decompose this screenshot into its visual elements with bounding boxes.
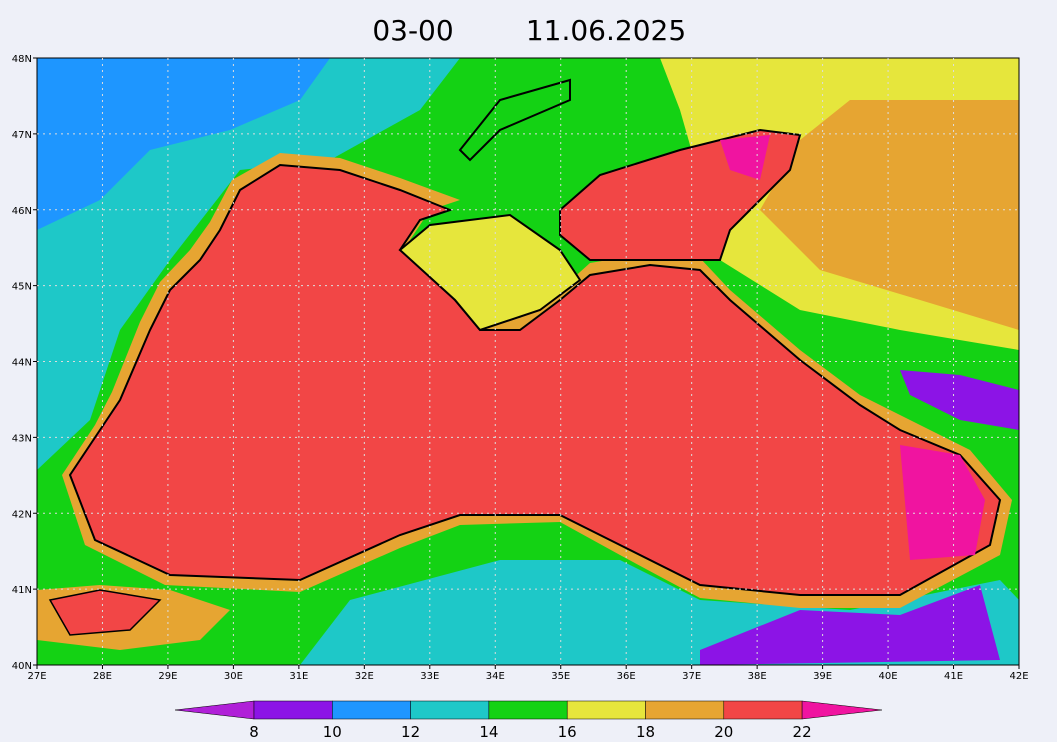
colorbar-label: 8 [249,723,259,741]
hot-patch [900,445,985,560]
colorbar-label: 22 [793,723,812,741]
colorbar-tip [801,700,883,720]
axes: 27E 28E 29E 30E 31E 32E 33E 34E 35E 36E 37E 38E 39E 4… [12,54,1029,682]
title-date: 11.06.2025 [526,14,686,47]
y-tick-label: 44N [12,358,32,369]
map-field [37,58,1019,665]
colorbar-label: 10 [323,723,342,741]
colorbar-segment [488,700,568,720]
y-tick-label: 41N [12,585,32,596]
y-tick-label: 46N [12,206,32,217]
colorbar-segment [332,700,411,720]
x-tick-label: 41E [944,671,963,682]
cool-zone [37,58,460,470]
cold-patch [900,370,1019,430]
colorbar-segment [645,700,725,720]
colorbar-segment [723,700,803,720]
x-tick-label: 28E [93,671,112,682]
colorbar-label: 16 [558,723,577,741]
colorbar-segment [253,700,333,720]
x-tick-label: 35E [551,671,570,682]
x-tick-label: 40E [879,671,898,682]
colorbar-label: 20 [714,723,733,741]
x-tick-label: 27E [27,671,46,682]
colorbar-label: 18 [636,723,655,741]
x-tick-label: 33E [420,671,439,682]
x-tick-label: 31E [289,671,308,682]
south-cold [700,585,1000,665]
y-tick-label: 48N [12,54,32,65]
crimea [398,213,582,332]
y-tick-label: 40N [12,661,32,672]
warmer-zone [760,100,1019,330]
y-tick-label: 42N [12,509,32,520]
x-tick-label: 32E [355,671,374,682]
x-tick-label: 42E [1009,671,1028,682]
x-tick-label: 34E [486,671,505,682]
x-tick-label: 30E [224,671,243,682]
title-time: 03-00 [372,14,453,47]
colorbar-tip [174,700,255,720]
y-tick-label: 45N [12,282,32,293]
colorbar-segment [566,700,646,720]
marmara-sea [48,589,162,636]
black-sea [68,163,1002,596]
colorbar-label: 14 [479,723,498,741]
y-tick-label: 43N [12,433,32,444]
x-tick-label: 38E [748,671,767,682]
x-tick-label: 36E [617,671,636,682]
colorbar-label: 12 [401,723,420,741]
x-tick-label: 39E [813,671,832,682]
y-tick-label: 47N [12,130,32,141]
x-tick-label: 37E [682,671,701,682]
colorbar-segment [410,700,490,720]
cold-zone [37,58,330,230]
azov-hot [720,135,770,180]
x-tick-label: 29E [158,671,177,682]
dnieper [458,78,571,162]
colorbar: 8 10 12 14 16 18 20 22 [174,700,883,741]
